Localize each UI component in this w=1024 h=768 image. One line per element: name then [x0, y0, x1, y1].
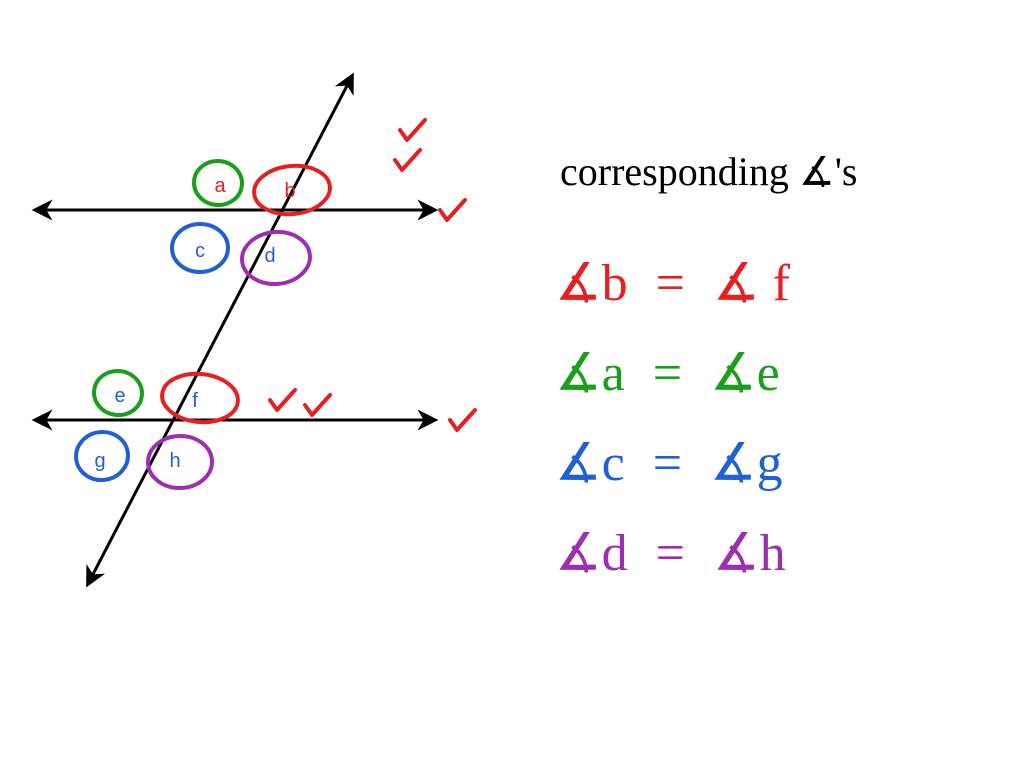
- angle-circles-group: [73, 159, 332, 489]
- angle-label-f: f: [192, 390, 198, 412]
- title-text: corresponding ∡'s: [560, 149, 857, 194]
- equals-sign: =: [653, 345, 682, 402]
- angle-label-h: h: [169, 450, 180, 472]
- checkmark-icon: [450, 410, 475, 430]
- equation-lhs: ∡a: [555, 345, 625, 402]
- angle-label-d: d: [264, 245, 275, 267]
- diagram-canvas: a b c d e f g h corresponding ∡'s ∡b = ∡ f ∡a = ∡e ∡c =…: [0, 0, 1024, 768]
- equation-3: ∡d = ∡h: [555, 525, 786, 582]
- checkmark-icon: [270, 390, 295, 410]
- equals-sign: =: [656, 525, 685, 582]
- checkmark-icon: [440, 200, 465, 220]
- checkmark-icon: [395, 150, 420, 170]
- angle-label-e: e: [114, 385, 125, 407]
- angle-circle-f: [160, 370, 240, 425]
- checkmark-icon: [305, 395, 330, 415]
- transversal-line: [90, 80, 350, 580]
- equation-lhs: ∡c: [555, 435, 625, 492]
- equation-lhs: ∡b: [555, 255, 628, 312]
- equation-lhs: ∡d: [555, 525, 628, 582]
- equation-rhs: ∡h: [713, 525, 786, 582]
- angle-circle-d: [240, 229, 312, 287]
- equation-rhs: ∡g: [710, 435, 783, 492]
- angle-labels-group: a b c d e f g h: [94, 175, 295, 472]
- checkmark-icon: [400, 120, 425, 140]
- equation-rhs: ∡ f: [713, 255, 791, 312]
- annotations-group: corresponding ∡'s ∡b = ∡ f ∡a = ∡e ∡c = ∡g ∡d = ∡h: [555, 149, 857, 582]
- equation-2: ∡c = ∡g: [555, 435, 783, 492]
- angle-label-a: a: [214, 175, 226, 197]
- equation-0: ∡b = ∡ f: [555, 255, 791, 312]
- equals-sign: =: [653, 435, 682, 492]
- lines-group: [40, 80, 430, 580]
- angle-label-b: b: [284, 180, 295, 202]
- angle-label-c: c: [195, 240, 205, 262]
- equation-rhs: ∡e: [710, 345, 780, 402]
- equation-1: ∡a = ∡e: [555, 345, 780, 402]
- angle-label-g: g: [94, 450, 105, 472]
- equals-sign: =: [656, 255, 685, 312]
